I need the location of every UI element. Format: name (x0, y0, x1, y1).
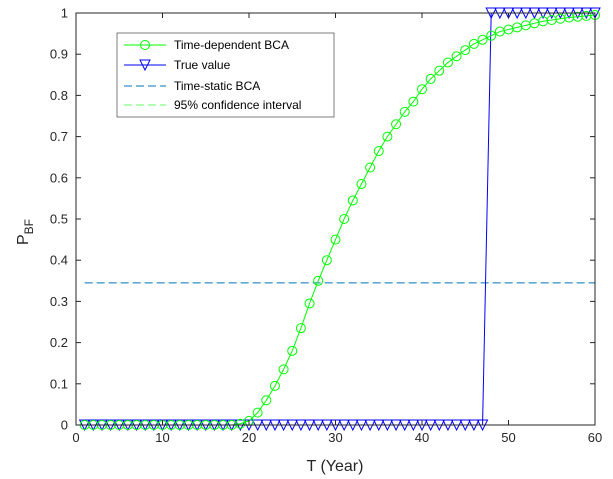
series-0-point (382, 131, 393, 142)
x-tick-label: 40 (415, 430, 429, 445)
series-0-point (373, 146, 384, 157)
series-0-point (261, 395, 272, 406)
y-tick-label: 0.9 (50, 47, 68, 62)
series-0-point (304, 298, 315, 309)
series-0-point (434, 65, 445, 76)
legend-box (116, 32, 335, 118)
series-0-point (417, 84, 427, 95)
x-tick-label: 0 (72, 430, 79, 445)
series-0-point (347, 195, 358, 206)
series-0-point (391, 119, 402, 130)
y-tick-label: 0.8 (50, 88, 68, 103)
legend-label-1: True value (174, 58, 231, 72)
y-tick-label: 0 (61, 418, 68, 433)
x-tick-label: 20 (242, 430, 256, 445)
series-0-point (365, 162, 376, 173)
legend: Time-dependent BCA True value Time-static … (116, 32, 335, 118)
series-0-point (460, 45, 471, 56)
series-0-point (451, 51, 462, 62)
series-0-point (339, 214, 350, 224)
y-tick-label: 0.3 (50, 294, 68, 309)
legend-marker-1 (139, 59, 151, 72)
series-0-point (468, 38, 479, 49)
x-tick-label: 30 (328, 430, 342, 445)
series-0-point (269, 380, 280, 391)
svg-text:PBF: PBF (15, 219, 36, 245)
y-tick-label: 0.2 (50, 335, 68, 350)
series-0-point (321, 255, 332, 266)
x-tick-label: 50 (501, 430, 515, 445)
series-0-point (477, 34, 488, 45)
y-tick-label: 0.7 (50, 129, 68, 144)
x-axis-label: T (Year) (307, 458, 364, 475)
series-0-point (425, 73, 436, 84)
axes-layer: 0 10 20 30 40 50 60 0 0.1 0.2 0.3 0.4 0.5 0.6 0.7 0.8 0.… (50, 6, 602, 446)
y-axis-label-sub: BF (22, 219, 36, 234)
legend-marker-0 (140, 40, 150, 50)
series-0-point (442, 57, 453, 68)
y-tick-label: 0.5 (50, 212, 68, 227)
series-0-point (330, 234, 341, 245)
series-0-point (486, 30, 497, 41)
y-tick-label: 0.1 (50, 376, 68, 391)
series-0-point (356, 178, 367, 189)
series-0-point (313, 275, 324, 286)
y-axis-label: PBF (15, 219, 36, 245)
y-tick-label: 0.6 (50, 170, 68, 185)
y-tick-label: 0.4 (50, 253, 68, 268)
series-0-point (295, 323, 306, 334)
series-0-point (399, 106, 410, 117)
series-0-point (252, 407, 263, 418)
legend-label-0: Time-dependent BCA (174, 38, 289, 52)
series-0-point (235, 418, 246, 429)
y-axis-label-main: P (15, 234, 32, 245)
series-0-point (278, 364, 289, 375)
series-0-point (408, 96, 419, 107)
x-tick-label: 10 (155, 430, 169, 445)
y-tick-label: 1 (61, 6, 68, 21)
series-0-point (287, 345, 298, 356)
legend-label-2: Time-static BCA (174, 79, 260, 93)
legend-label-3: 95% confidence interval (174, 98, 301, 112)
x-tick-label: 60 (588, 430, 602, 445)
